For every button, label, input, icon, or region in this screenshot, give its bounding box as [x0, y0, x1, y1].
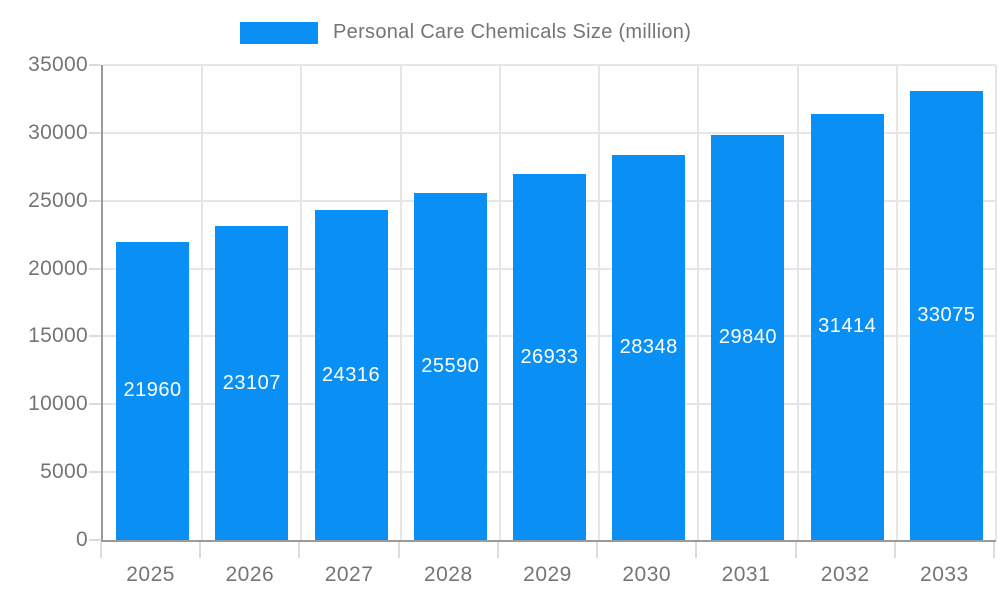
bar: 24316 [314, 210, 388, 540]
x-gridline [598, 65, 601, 540]
x-tick-label: 2028 [423, 563, 473, 586]
y-gridline [103, 64, 996, 66]
bar-value-label: 26933 [520, 345, 579, 368]
legend-label: Personal Care Chemicals Size (million) [333, 21, 692, 43]
x-tick-label: 2033 [920, 563, 969, 586]
x-tick-mark [298, 542, 301, 558]
x-tick-mark [199, 542, 202, 558]
x-tick-label: 2025 [126, 563, 175, 586]
x-tick-mark [496, 542, 499, 558]
y-tick-label: 5000 [40, 460, 88, 484]
bar: 33075 [909, 91, 983, 540]
y-tick-label: 25000 [28, 188, 88, 212]
y-tick-mark [89, 131, 101, 134]
x-gridline [995, 65, 997, 540]
legend-swatch [240, 21, 318, 44]
x-gridline [796, 65, 799, 540]
y-tick-label: 10000 [28, 392, 88, 416]
y-tick-mark [89, 199, 101, 202]
y-tick-mark [89, 64, 101, 66]
bar-value-label: 33075 [917, 304, 976, 327]
legend: Personal Care Chemicals Size (million) [240, 21, 691, 44]
y-tick-label: 15000 [28, 324, 88, 348]
x-tick-label: 2031 [721, 563, 771, 586]
x-tick-mark [397, 542, 400, 558]
bar-value-label: 31414 [818, 315, 877, 338]
bar-value-label: 24316 [321, 363, 381, 386]
x-gridline [300, 65, 303, 540]
y-tick-label: 20000 [28, 256, 88, 280]
x-tick-mark [993, 542, 995, 558]
x-tick-mark [893, 542, 896, 558]
bar-value-label: 28348 [619, 336, 678, 359]
bar: 26933 [513, 174, 586, 540]
y-tick-label: 30000 [28, 120, 88, 144]
plot-area: 21960 23107 24316 25590 26933 28348 29840 31414… [101, 64, 997, 542]
y-tick-label: 0 [76, 528, 88, 551]
y-gridline [103, 131, 996, 134]
x-tick-mark [596, 542, 599, 558]
x-gridline [697, 65, 700, 540]
bar: 25590 [413, 192, 487, 540]
bar-value-label: 23107 [222, 371, 281, 394]
x-tick-label: 2027 [324, 563, 374, 586]
bar-value-label: 29840 [718, 326, 777, 349]
y-tick-mark [89, 267, 101, 270]
x-tick-label: 2029 [523, 563, 572, 586]
y-tick-label: 35000 [28, 53, 88, 76]
x-gridline [201, 65, 204, 540]
bar: 29840 [711, 135, 785, 540]
x-tick-label: 2032 [820, 563, 870, 586]
bar: 28348 [612, 155, 686, 540]
x-tick-mark [695, 542, 698, 558]
bar: 21960 [116, 241, 190, 540]
bar: 31414 [810, 113, 884, 540]
bar: 23107 [215, 226, 289, 540]
x-tick-label: 2026 [225, 563, 275, 586]
y-tick-mark [89, 403, 101, 406]
x-gridline [498, 65, 501, 540]
x-tick-mark [100, 542, 102, 558]
x-gridline [399, 65, 402, 540]
y-tick-mark [89, 539, 101, 541]
bar-value-label: 21960 [123, 379, 182, 402]
x-gridline [895, 65, 898, 540]
x-tick-label: 2030 [622, 563, 672, 586]
y-tick-mark [89, 471, 101, 474]
x-tick-mark [794, 542, 797, 558]
bar-value-label: 25590 [421, 354, 480, 377]
legend-item[interactable]: Personal Care Chemicals Size (million) [240, 21, 691, 44]
y-tick-mark [89, 335, 101, 338]
